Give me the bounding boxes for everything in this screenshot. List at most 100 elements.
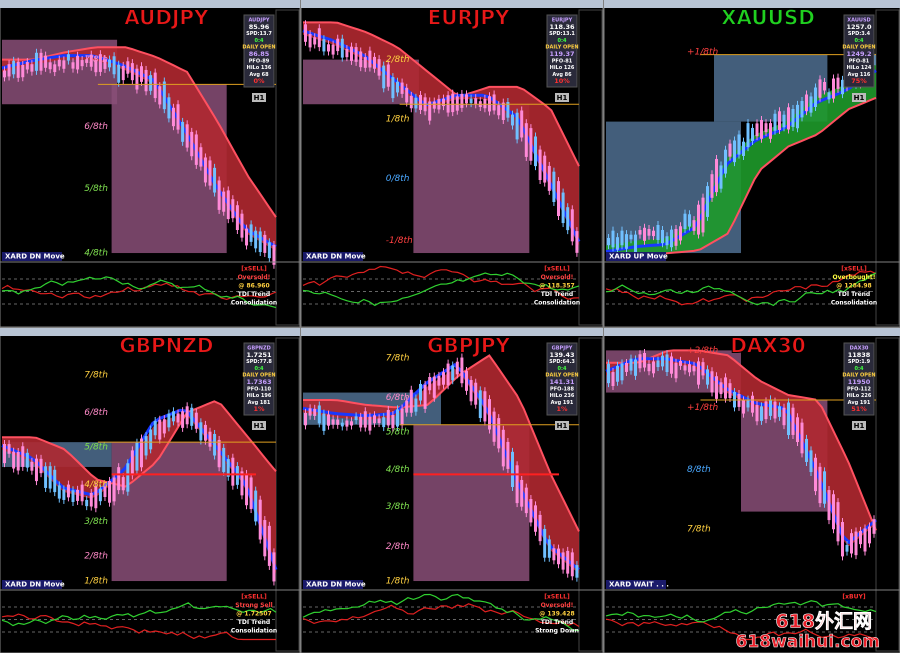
candle-body	[235, 205, 239, 231]
candle-body	[442, 372, 445, 385]
candle-body	[751, 395, 754, 413]
candle-body	[66, 484, 70, 498]
ma-line-slow	[303, 354, 580, 532]
info-line: 0:4	[558, 366, 567, 372]
info-line: 1249.2	[846, 50, 871, 58]
candle-body	[130, 450, 134, 476]
candle-body	[670, 229, 673, 248]
candle-body	[854, 531, 858, 556]
candle-body	[396, 81, 399, 93]
candle-body	[71, 62, 75, 69]
candle-body	[222, 191, 226, 212]
candle-body	[437, 375, 441, 386]
candle-body	[836, 77, 840, 89]
candle-body	[778, 111, 781, 130]
candle-body	[778, 406, 781, 417]
candle-body	[724, 377, 727, 399]
candle-body	[845, 545, 849, 552]
level-label: 2/8th	[386, 55, 410, 65]
candle-body	[647, 228, 651, 236]
tf-badge	[555, 93, 569, 102]
candle-body	[140, 66, 143, 82]
signal-text: @ 1284.98	[836, 283, 871, 290]
info-box	[546, 342, 578, 416]
tdi-line	[302, 593, 580, 632]
candle-body	[171, 411, 175, 422]
candle-body	[176, 413, 180, 423]
candle-body	[117, 64, 121, 83]
candle-body	[832, 494, 835, 530]
candle-body	[414, 97, 418, 109]
info-line: PFO-188	[550, 386, 574, 392]
candle-body	[85, 499, 89, 507]
info-line: 1%	[253, 405, 265, 413]
candle-body	[442, 98, 445, 107]
level-label: +2/8th	[687, 346, 719, 356]
candle-body	[322, 39, 326, 52]
candle-body	[697, 361, 700, 385]
candle-body	[692, 365, 696, 372]
candle-body	[267, 525, 271, 566]
signal-text: Consolidation	[231, 300, 277, 307]
candle-body	[841, 79, 844, 95]
candle-body	[557, 548, 560, 565]
status-bar	[606, 252, 666, 261]
status: XARD UP Move	[609, 253, 668, 261]
status-bar	[303, 252, 363, 261]
signal-text: [xSELL]	[841, 266, 867, 273]
info-line: PFO-81	[849, 58, 870, 64]
candle-body	[805, 94, 808, 112]
signal-text: [xSELL]	[241, 594, 267, 601]
tdi-line	[1, 276, 277, 309]
watermark-cn: 618外汇网	[775, 610, 872, 633]
candle-body	[674, 362, 678, 379]
candle-body	[872, 519, 876, 534]
tf-badge	[852, 93, 866, 102]
info-line: 0:4	[855, 38, 864, 44]
level-label: 7/8th	[687, 524, 711, 534]
tf-badge	[852, 421, 866, 430]
candle-body	[181, 121, 185, 142]
candle-body	[190, 407, 194, 426]
candle-body	[570, 552, 574, 577]
info-line: 0:4	[855, 366, 864, 372]
info-line: SPD:13.1	[549, 31, 575, 37]
level-label: 6/8th	[84, 122, 108, 132]
candle-body	[611, 230, 615, 248]
candle-body	[304, 412, 307, 426]
candle-body	[764, 401, 768, 420]
info-line: DAILY OPEN	[242, 45, 275, 51]
candle-body	[194, 412, 198, 429]
candle-body	[728, 143, 732, 157]
candle-body	[506, 101, 510, 118]
candle-body	[832, 78, 835, 99]
tdi-line	[605, 618, 877, 641]
candle-body	[25, 452, 29, 468]
info-box	[843, 14, 875, 88]
level-label: 5/8th	[84, 184, 108, 194]
zone-box	[413, 104, 530, 254]
candle-body	[823, 81, 826, 91]
candle-body	[620, 230, 624, 246]
candle-body	[566, 550, 570, 574]
candle-body	[478, 390, 482, 419]
candle-body	[520, 479, 524, 507]
candle-body	[249, 477, 253, 510]
candle-body	[800, 101, 804, 118]
tdi-line	[302, 272, 580, 307]
level-label: 7/8th	[84, 55, 108, 65]
candle-body	[368, 416, 372, 431]
candle-body	[7, 64, 11, 77]
candle-body	[661, 229, 664, 244]
candle-body	[185, 124, 189, 148]
candle-body	[859, 530, 862, 545]
timeframe: H1	[254, 422, 265, 430]
candle-body	[203, 424, 207, 441]
candle-body	[733, 140, 736, 163]
candle-body	[208, 160, 212, 186]
info-line: HiLo 226	[847, 393, 872, 399]
signal-text: [xSELL]	[544, 266, 570, 273]
info-line: 85.96	[249, 23, 270, 31]
candle-body	[575, 231, 579, 253]
candle-body	[340, 38, 344, 58]
